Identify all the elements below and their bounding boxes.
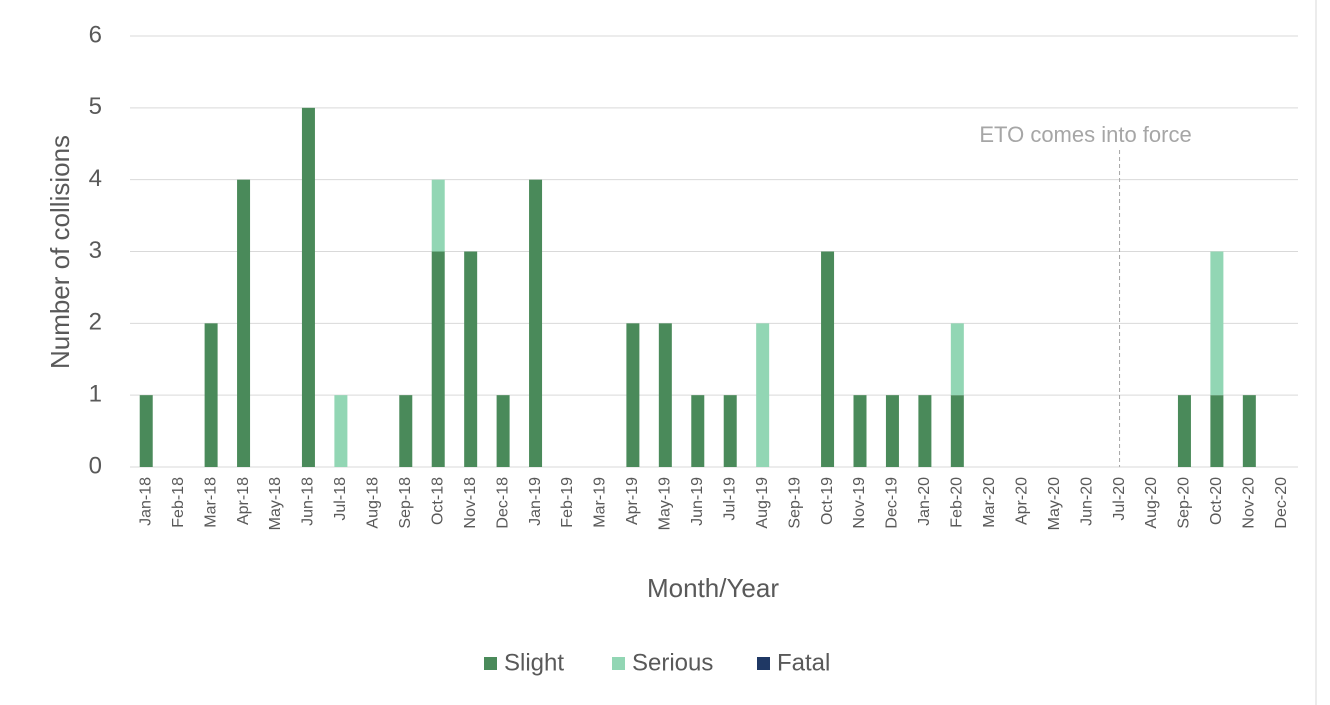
x-tick-label: Dec-18 bbox=[494, 477, 511, 529]
y-tick-label: 5 bbox=[89, 93, 102, 120]
bar bbox=[1177, 395, 1191, 467]
y-tick-label: 2 bbox=[89, 309, 102, 336]
x-tick-label: May-20 bbox=[1046, 477, 1063, 530]
x-tick-label: Nov-19 bbox=[851, 477, 868, 529]
bar bbox=[431, 179, 445, 252]
x-tick-label: Oct-19 bbox=[819, 477, 836, 525]
bar bbox=[756, 323, 770, 467]
legend-label: Slight bbox=[504, 649, 564, 676]
legend-label: Fatal bbox=[777, 649, 830, 676]
x-tick-label: Aug-18 bbox=[365, 477, 382, 529]
x-tick-label: May-18 bbox=[267, 477, 284, 530]
bar bbox=[139, 395, 153, 467]
x-tick-label: Nov-20 bbox=[1241, 477, 1258, 529]
bar bbox=[496, 395, 510, 467]
bar bbox=[334, 395, 348, 467]
x-tick-label: Feb-20 bbox=[949, 477, 966, 528]
x-tick-label: Oct-20 bbox=[1208, 477, 1225, 525]
bar bbox=[950, 323, 964, 396]
y-axis-label: Number of collisions bbox=[45, 135, 75, 369]
bar bbox=[691, 395, 705, 467]
bar bbox=[658, 323, 672, 467]
x-tick-label: Apr-20 bbox=[1013, 477, 1030, 525]
legend-swatch bbox=[757, 657, 770, 670]
x-tick-label: Sep-20 bbox=[1176, 477, 1193, 529]
bar bbox=[1242, 395, 1256, 467]
x-tick-label: Sep-18 bbox=[397, 477, 414, 529]
x-tick-label: Jul-20 bbox=[1111, 477, 1128, 521]
bar bbox=[237, 179, 251, 467]
bar bbox=[399, 395, 413, 467]
legend-swatch bbox=[484, 657, 497, 670]
x-tick-label: Jan-20 bbox=[916, 477, 933, 526]
bar bbox=[885, 395, 899, 467]
x-tick-label: May-19 bbox=[657, 477, 674, 530]
x-tick-label: Jun-19 bbox=[689, 477, 706, 526]
x-tick-label: Jan-18 bbox=[137, 477, 154, 526]
bar bbox=[1210, 251, 1224, 396]
x-tick-label: Jan-19 bbox=[527, 477, 544, 526]
x-tick-label: Aug-20 bbox=[1143, 477, 1160, 529]
bar bbox=[853, 395, 867, 467]
x-tick-label: Aug-19 bbox=[754, 477, 771, 529]
bar bbox=[723, 395, 737, 467]
y-tick-label: 1 bbox=[89, 381, 102, 408]
x-tick-label: Jul-19 bbox=[721, 477, 738, 521]
bar bbox=[301, 107, 315, 467]
x-tick-label: Oct-18 bbox=[429, 477, 446, 525]
y-tick-label: 3 bbox=[89, 237, 102, 264]
bar bbox=[1210, 395, 1224, 467]
bar bbox=[626, 323, 640, 467]
bar bbox=[950, 395, 964, 467]
y-tick-label: 0 bbox=[89, 452, 102, 479]
x-tick-label: Mar-19 bbox=[592, 477, 609, 528]
annotation-text: ETO comes into force bbox=[979, 122, 1191, 147]
x-tick-label: Jun-18 bbox=[300, 477, 317, 526]
x-tick-label: Apr-19 bbox=[624, 477, 641, 525]
bar bbox=[821, 251, 835, 467]
x-tick-label: Dec-19 bbox=[884, 477, 901, 529]
x-tick-label: Sep-19 bbox=[786, 477, 803, 529]
bar bbox=[529, 179, 543, 467]
bar bbox=[464, 251, 478, 467]
x-tick-label: Apr-18 bbox=[235, 477, 252, 525]
x-tick-label: Dec-20 bbox=[1273, 477, 1290, 529]
legend-swatch bbox=[612, 657, 625, 670]
bar bbox=[204, 323, 218, 467]
x-tick-label: Jul-18 bbox=[332, 477, 349, 521]
bar bbox=[431, 251, 445, 467]
x-tick-label: Nov-18 bbox=[462, 477, 479, 529]
y-tick-label: 6 bbox=[89, 21, 102, 48]
x-tick-label: Mar-18 bbox=[202, 477, 219, 528]
x-tick-label: Mar-20 bbox=[981, 477, 998, 528]
x-tick-label: Jun-20 bbox=[1078, 477, 1095, 526]
bar bbox=[918, 395, 932, 467]
x-tick-label: Feb-18 bbox=[170, 477, 187, 528]
y-tick-label: 4 bbox=[89, 165, 102, 192]
x-axis-label: Month/Year bbox=[647, 573, 779, 603]
legend-label: Serious bbox=[632, 649, 713, 676]
x-tick-label: Feb-19 bbox=[559, 477, 576, 528]
